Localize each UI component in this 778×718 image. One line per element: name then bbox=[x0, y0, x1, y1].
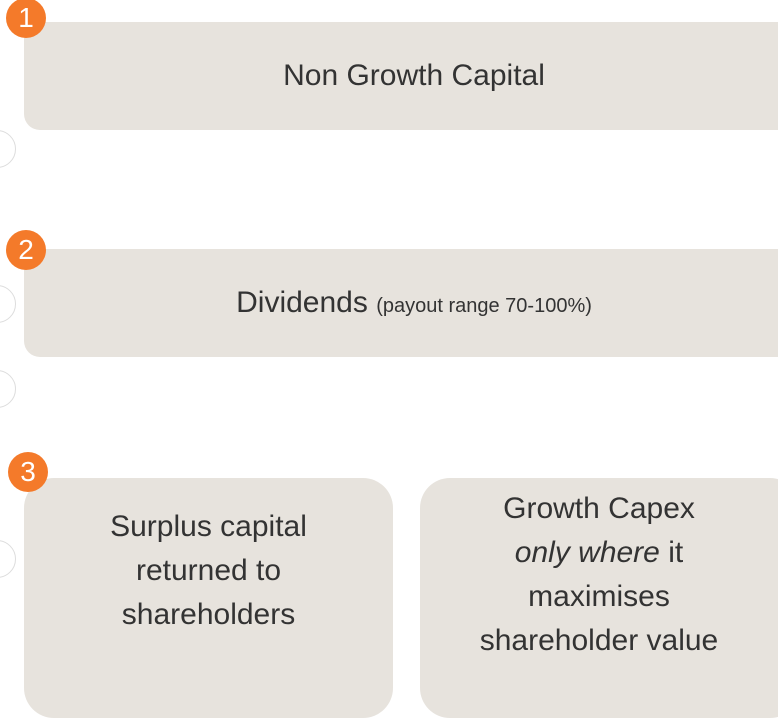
label: Dividends bbox=[236, 286, 368, 319]
box: Growth Capex only where it maximises shareh… bbox=[420, 478, 778, 718]
label: Non Growth Capital bbox=[283, 59, 545, 92]
box: Surplus capital returned to shareholders bbox=[24, 478, 393, 718]
badge: 1 bbox=[6, 0, 46, 38]
line: shareholder value bbox=[479, 624, 719, 657]
emphasis: only where bbox=[514, 536, 660, 569]
line: Growth Capex bbox=[503, 492, 695, 525]
line: shareholders bbox=[121, 598, 296, 631]
badge: 2 bbox=[6, 230, 46, 270]
line: returned to bbox=[135, 554, 282, 587]
text: it bbox=[668, 536, 684, 569]
decoration bbox=[0, 540, 16, 578]
box: Non Growth Capital bbox=[24, 22, 778, 130]
badge: 3 bbox=[8, 452, 48, 492]
decoration bbox=[0, 285, 16, 323]
decoration bbox=[0, 130, 16, 168]
line: only where it bbox=[515, 531, 683, 575]
decoration bbox=[0, 370, 16, 408]
box: Dividends (payout range 70-100%) bbox=[24, 249, 778, 357]
line: Surplus capital bbox=[110, 510, 307, 543]
note: (payout range 70-100%) bbox=[376, 295, 592, 317]
line: maximises bbox=[528, 580, 670, 613]
